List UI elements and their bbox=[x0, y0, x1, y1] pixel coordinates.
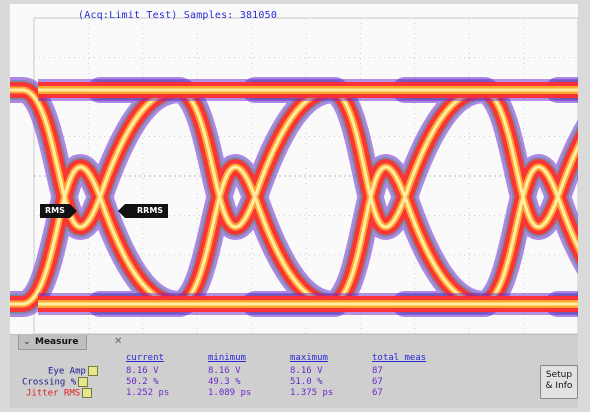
jitter-rms-maximum: 1.375 ps bbox=[290, 388, 334, 398]
eye-amp-minimum: 8.16 V bbox=[208, 366, 241, 376]
crossing-maximum: 51.0 % bbox=[290, 377, 323, 387]
crossing-swatch[interactable] bbox=[78, 377, 89, 387]
crossing-minimum: 49.3 % bbox=[208, 377, 241, 387]
chevron-down-icon[interactable]: ⌄ bbox=[23, 337, 31, 347]
rms-marker-left[interactable]: RMS bbox=[40, 204, 77, 218]
row-label-crossing[interactable]: Crossing % bbox=[22, 377, 89, 388]
eye-amp-total: 87 bbox=[372, 366, 383, 376]
jitter-rms-current: 1.252 ps bbox=[126, 388, 170, 398]
column-header-minimum: minimum bbox=[208, 353, 246, 363]
eye-amp-current: 8.16 V bbox=[126, 366, 159, 376]
eye-amp-swatch[interactable] bbox=[87, 366, 98, 376]
eye-trace-layer-4 bbox=[10, 88, 578, 306]
setup-info-button[interactable]: Setup & Info bbox=[540, 365, 578, 399]
measure-panel: ⌄ Measure ✕ current minimum maximum tota… bbox=[10, 334, 578, 408]
jitter-rms-total: 67 bbox=[372, 388, 383, 398]
rms-marker-right[interactable]: RRMS bbox=[117, 204, 169, 218]
close-icon[interactable]: ✕ bbox=[114, 336, 123, 347]
row-label-jitter-rms[interactable]: Jitter RMS bbox=[26, 388, 93, 399]
column-header-current: current bbox=[126, 353, 164, 363]
crossing-total: 67 bbox=[372, 377, 383, 387]
eye-diagram-display: (Acq:Limit Test) Samples: 381050 RMS RRM… bbox=[10, 4, 578, 408]
acquisition-status-title: (Acq:Limit Test) Samples: 381050 bbox=[78, 10, 278, 21]
eye-diagram-plot bbox=[10, 17, 578, 335]
eye-traces bbox=[10, 77, 578, 318]
jitter-rms-swatch[interactable] bbox=[82, 388, 93, 398]
eye-amp-maximum: 8.16 V bbox=[290, 366, 323, 376]
measure-tab-label: Measure bbox=[35, 337, 79, 347]
column-header-total-meas: total meas bbox=[372, 353, 427, 363]
measure-tab[interactable]: ⌄ Measure bbox=[18, 335, 88, 350]
row-label-eye-amp[interactable]: Eye Amp bbox=[48, 366, 98, 377]
crossing-current: 50.2 % bbox=[126, 377, 159, 387]
column-header-maximum: maximum bbox=[290, 353, 328, 363]
jitter-rms-minimum: 1.089 ps bbox=[208, 388, 252, 398]
